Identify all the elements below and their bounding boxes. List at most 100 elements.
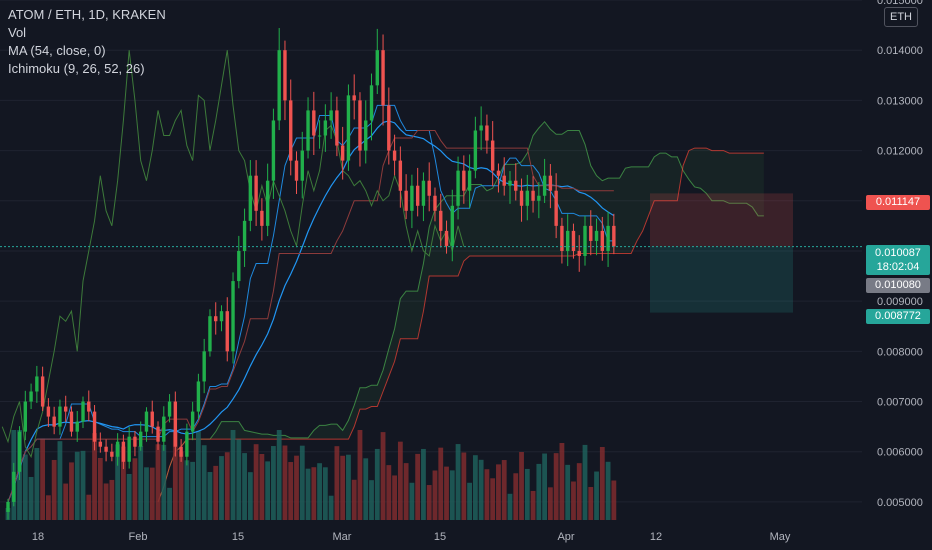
volume-bar-32 [190, 461, 196, 520]
candle-91 [531, 190, 535, 201]
volume-bar-101 [588, 487, 594, 520]
volume-bar-56 [328, 495, 334, 520]
candle-70 [410, 185, 414, 211]
y-tick-1: 0.006000 [877, 447, 923, 459]
legend-vol[interactable]: Vol [8, 25, 27, 40]
candle-35 [208, 316, 212, 352]
volume-bar-3 [22, 454, 28, 520]
volume-bar-51 [299, 445, 305, 520]
candle-63 [369, 85, 374, 121]
current-price-value: 0.010087 [875, 247, 921, 259]
candle-13 [81, 401, 85, 422]
candle-80 [467, 170, 472, 191]
volume-bar-103 [599, 447, 605, 520]
volume-bar-41 [242, 453, 247, 520]
volume-bar-85 [496, 464, 501, 520]
volume-bar-88 [513, 473, 519, 520]
volume-bar-35 [207, 472, 213, 520]
candle-99 [577, 250, 581, 256]
position-target-zone [650, 193, 793, 247]
candle-64 [375, 50, 379, 86]
candle-60 [352, 95, 356, 101]
candle-29 [173, 401, 178, 447]
volume-bar-98 [571, 481, 576, 520]
volume-bar-48 [282, 445, 288, 520]
candle-89 [519, 190, 524, 206]
volume-bar-20 [121, 446, 126, 520]
candle-51 [300, 150, 304, 181]
x-tick-6: 12 [650, 531, 662, 543]
y-tick-4: 0.009000 [877, 296, 923, 308]
volume-bar-94 [547, 487, 553, 520]
volume-bar-87 [507, 493, 513, 520]
volume-bar-25 [149, 467, 155, 520]
candle-72 [421, 180, 426, 206]
legend-ma[interactable]: MA (54, close, 0) [8, 43, 106, 58]
y-tick-8: 0.013000 [877, 95, 923, 107]
candle-12 [75, 421, 79, 432]
symbol-button[interactable]: ETH [884, 7, 918, 27]
legend-ichimoku[interactable]: Ichimoku (9, 26, 52, 26) [8, 61, 145, 76]
volume-bar-24 [144, 467, 149, 520]
volume-bar-89 [519, 451, 524, 520]
candle-3 [23, 401, 28, 432]
volume-bar-18 [109, 479, 115, 520]
volume-bar-12 [74, 451, 80, 520]
candle-6 [40, 376, 45, 407]
candle-87 [508, 180, 512, 186]
chikou-line [1, 50, 465, 459]
stop-price-tag: 0.008772 [866, 309, 930, 324]
volume-bar-58 [340, 455, 346, 520]
volume-bar-62 [363, 458, 369, 520]
volume-bar-82 [478, 459, 484, 520]
volume-bar-30 [178, 451, 184, 520]
volume-bar-47 [276, 430, 282, 520]
y-tick-2: 0.007000 [877, 397, 923, 409]
volume-bar-71 [415, 453, 421, 520]
volume-bar-43 [253, 444, 259, 520]
candle-37 [219, 311, 224, 322]
candle-68 [398, 160, 403, 191]
volume-bar-75 [438, 447, 444, 520]
y-tick-9: 0.014000 [877, 45, 923, 57]
candle-7 [46, 406, 51, 417]
volume-bar-81 [472, 455, 478, 520]
candle-25 [150, 411, 154, 427]
candle-34 [202, 351, 206, 382]
candle-49 [289, 100, 293, 161]
chart-title: ATOM / ETH, 1D, KRAKEN [8, 7, 166, 22]
candle-78 [456, 170, 460, 206]
volume-bar-95 [553, 453, 559, 520]
volume-bar-50 [294, 455, 299, 520]
volume-bar-16 [97, 457, 103, 520]
cloud-fill [158, 121, 764, 502]
candle-84 [490, 140, 495, 171]
volume-bar-37 [219, 456, 224, 520]
candle-19 [115, 441, 120, 457]
candle-65 [381, 50, 385, 106]
candle-2 [17, 431, 22, 472]
volume-bar-28 [167, 487, 172, 520]
grid [0, 0, 862, 503]
volume-bar-86 [501, 460, 507, 520]
volume-bar-59 [346, 454, 351, 520]
volume-bar-60 [351, 479, 357, 520]
candle-58 [340, 145, 345, 161]
volume-bar-96 [559, 443, 565, 520]
bar-countdown: 18:02:04 [876, 261, 920, 273]
volume-bar-93 [542, 453, 548, 520]
candle-15 [92, 411, 97, 442]
candle-61 [358, 100, 362, 151]
volume-bars [5, 430, 617, 520]
candle-4 [29, 391, 33, 402]
candle-55 [323, 120, 328, 136]
volume-bar-80 [467, 482, 472, 520]
price-axis-bg [862, 0, 932, 550]
candle-90 [525, 190, 529, 206]
candle-92 [537, 195, 541, 201]
candle-105 [612, 225, 616, 247]
volume-bar-76 [444, 466, 449, 520]
volume-bar-22 [132, 458, 138, 520]
candle-41 [242, 220, 247, 251]
